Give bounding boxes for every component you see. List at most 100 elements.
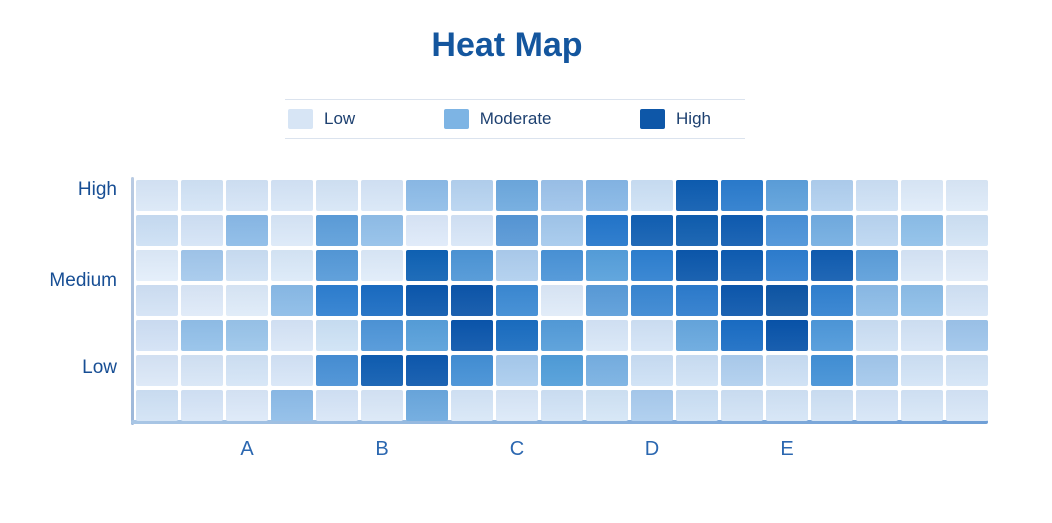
heatmap-cell-r6-c13: [676, 355, 718, 386]
heatmap-cell-r1-c7: [406, 180, 448, 211]
heatmap-cell-r2-c2: [181, 215, 223, 246]
heatmap-cell-r3-c5: [316, 250, 358, 281]
heatmap-cell-r2-c13: [676, 215, 718, 246]
heatmap-cell-r2-c17: [856, 215, 898, 246]
heatmap-cell-r2-c9: [496, 215, 538, 246]
heatmap-cell-r3-c6: [361, 250, 403, 281]
heatmap-cell-r5-c8: [451, 320, 493, 351]
heatmap-cell-r7-c1: [136, 390, 178, 421]
heatmap-cell-r6-c7: [406, 355, 448, 386]
heatmap-cell-r5-c11: [586, 320, 628, 351]
heatmap-cell-r1-c17: [856, 180, 898, 211]
heatmap-cell-r1-c15: [766, 180, 808, 211]
heatmap-cell-r2-c19: [946, 215, 988, 246]
heatmap-cell-r6-c18: [901, 355, 943, 386]
heatmap-cell-r3-c14: [721, 250, 763, 281]
heatmap-cell-r3-c17: [856, 250, 898, 281]
legend-label-high: High: [676, 109, 711, 128]
heatmap-cell-r7-c13: [676, 390, 718, 421]
heatmap-cell-r4-c17: [856, 285, 898, 316]
legend-swatch-moderate-icon: [443, 109, 469, 129]
x-axis-label-e: E: [780, 438, 794, 460]
heatmap-cell-r1-c18: [901, 180, 943, 211]
legend-label-moderate: Moderate: [479, 109, 552, 128]
heatmap-cell-r7-c7: [406, 390, 448, 421]
heatmap-cell-r5-c15: [766, 320, 808, 351]
heatmap-cell-r2-c1: [136, 215, 178, 246]
heatmap-cell-r7-c2: [181, 390, 223, 421]
heatmap-cell-r2-c3: [226, 215, 268, 246]
heatmap-cell-r5-c3: [226, 320, 268, 351]
heatmap-cell-r4-c16: [811, 285, 853, 316]
heatmap-cell-r4-c14: [721, 285, 763, 316]
heatmap-cell-r1-c2: [181, 180, 223, 211]
heatmap-cell-r7-c19: [946, 390, 988, 421]
legend-swatch-low-icon: [288, 109, 313, 129]
heatmap-cell-r6-c1: [136, 355, 178, 386]
heatmap-grid: [136, 180, 988, 421]
heatmap-cell-r1-c10: [541, 180, 583, 211]
heatmap-cell-r1-c4: [271, 180, 313, 211]
heatmap-cell-r2-c15: [766, 215, 808, 246]
y-axis-line: [131, 177, 134, 425]
heatmap-cell-r5-c7: [406, 320, 448, 351]
heatmap-cell-r4-c4: [271, 285, 313, 316]
heatmap-cell-r6-c15: [766, 355, 808, 386]
heatmap-cell-r2-c16: [811, 215, 853, 246]
heatmap-cell-r5-c5: [316, 320, 358, 351]
heatmap-cell-r5-c16: [811, 320, 853, 351]
heatmap-cell-r6-c16: [811, 355, 853, 386]
heatmap-cell-r6-c9: [496, 355, 538, 386]
legend-item-moderate: Moderate: [443, 109, 552, 129]
heatmap-cell-r5-c12: [631, 320, 673, 351]
heatmap-cell-r6-c3: [226, 355, 268, 386]
heatmap-cell-r4-c15: [766, 285, 808, 316]
heatmap-cell-r4-c2: [181, 285, 223, 316]
heatmap-cell-r5-c2: [181, 320, 223, 351]
heatmap-cell-r6-c11: [586, 355, 628, 386]
heatmap-cell-r7-c15: [766, 390, 808, 421]
heatmap-cell-r7-c8: [451, 390, 493, 421]
heatmap-cell-r3-c4: [271, 250, 313, 281]
heatmap-cell-r4-c9: [496, 285, 538, 316]
heatmap-cell-r5-c18: [901, 320, 943, 351]
heatmap-cell-r4-c12: [631, 285, 673, 316]
heatmap-cell-r6-c4: [271, 355, 313, 386]
heatmap-cell-r5-c6: [361, 320, 403, 351]
y-axis-label-high: High: [77, 179, 117, 200]
heatmap-cell-r3-c18: [901, 250, 943, 281]
heatmap-cell-r1-c3: [226, 180, 268, 211]
y-axis-label-medium: Medium: [49, 270, 117, 291]
heatmap-cell-r1-c19: [946, 180, 988, 211]
heatmap-cell-r7-c14: [721, 390, 763, 421]
heatmap-cell-r2-c12: [631, 215, 673, 246]
legend-swatch-high-icon: [640, 109, 666, 129]
heatmap-cell-r6-c12: [631, 355, 673, 386]
heatmap-cell-r3-c7: [406, 250, 448, 281]
heatmap-cell-r5-c14: [721, 320, 763, 351]
heatmap-cell-r3-c12: [631, 250, 673, 281]
heatmap-cell-r4-c8: [451, 285, 493, 316]
page-title: Heat Map: [431, 26, 583, 64]
heatmap-cell-r7-c12: [631, 390, 673, 421]
heatmap-cell-r6-c14: [721, 355, 763, 386]
heatmap-cell-r1-c5: [316, 180, 358, 211]
heatmap-cell-r4-c13: [676, 285, 718, 316]
heatmap-cell-r2-c8: [451, 215, 493, 246]
heatmap-cell-r1-c9: [496, 180, 538, 211]
legend: Low Moderate High: [285, 99, 745, 139]
heatmap-cell-r3-c13: [676, 250, 718, 281]
heatmap-cell-r7-c10: [541, 390, 583, 421]
heatmap-cell-r1-c1: [136, 180, 178, 211]
heatmap-cell-r3-c2: [181, 250, 223, 281]
heatmap-cell-r1-c14: [721, 180, 763, 211]
heatmap-cell-r7-c9: [496, 390, 538, 421]
heatmap-cell-r5-c19: [946, 320, 988, 351]
heatmap-cell-r6-c8: [451, 355, 493, 386]
heatmap-cell-r1-c11: [586, 180, 628, 211]
x-axis-labels: A B C D E: [0, 438, 1052, 464]
heatmap-cell-r1-c13: [676, 180, 718, 211]
heatmap-cell-r7-c3: [226, 390, 268, 421]
heatmap-cell-r6-c19: [946, 355, 988, 386]
